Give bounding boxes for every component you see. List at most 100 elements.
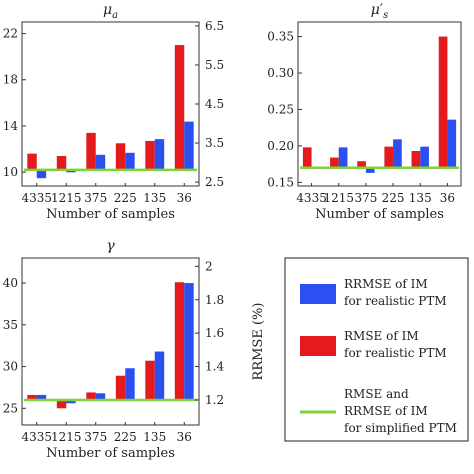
legend-label-2-2: for simplified PTM [344,421,457,435]
blue-bar-36 [184,121,194,170]
right-tick-label: 2.5 [205,175,224,189]
right-tick-label: 1.2 [205,393,224,407]
red-bar-225 [115,143,126,170]
chart-title: γ [106,238,115,254]
blue-bar-375 [95,154,106,170]
blue-bar-4335 [36,169,47,179]
x-tick-label-225: 225 [114,191,137,205]
red-bar-1215 [56,399,67,409]
red-bar-1215 [330,157,339,168]
left-tick-label: 10 [3,165,18,179]
x-axis-label: Number of samples [46,446,175,461]
blue-bar-4335 [36,394,47,400]
legend-label-2-0: RMSE and [344,387,409,401]
right-tick-label: 6.5 [205,19,224,33]
right-tick-label: 4.5 [205,97,224,111]
blue-bar-1215 [66,169,76,173]
x-tick-label-375: 375 [84,430,107,444]
left-tick-label: 22 [3,27,18,41]
red-bar-225 [384,146,394,168]
x-tick-label-4335: 4335 [21,191,52,205]
x-tick-label-1215: 1215 [323,191,354,205]
plot-frame [21,21,200,187]
x-axis-label: Number of samples [315,207,444,222]
red-bar-135 [411,151,421,168]
left-tick-label: 18 [3,73,18,87]
x-tick-label-375: 375 [354,191,377,205]
left-tick-label: 0.30 [267,66,294,80]
blue-bar-135 [154,139,165,170]
legend-label-0-0: RRMSE of IM [344,277,428,291]
x-tick-label-36: 36 [177,430,192,444]
right-tick-label: 1.6 [205,326,224,340]
legend-swatch-1 [300,336,336,356]
red-bar-375 [357,161,366,168]
blue-bar-135 [420,146,429,168]
left-tick-label: 14 [3,119,19,133]
left-tick-label: 0.20 [267,139,294,153]
red-bar-375 [86,392,96,400]
blue-bar-375 [365,167,375,173]
blue-bar-225 [393,139,402,168]
right-tick-label: 1.4 [205,360,224,374]
blue-bar-225 [125,368,135,400]
right-tick-label: 5.5 [205,58,224,72]
blue-bar-135 [154,351,165,400]
red-bar-4335 [27,394,37,400]
blue-bar-36 [184,283,194,400]
plot-frame [297,21,462,187]
x-tick-label-375: 375 [84,191,107,205]
x-tick-label-36: 36 [440,191,455,205]
plot-frame [21,257,200,426]
red-bar-135 [145,140,155,170]
left-tick-label: 0.35 [267,30,294,44]
legend-swatch-0 [300,284,336,304]
x-tick-label-135: 135 [143,191,166,205]
x-axis-label: Number of samples [46,207,175,222]
blue-bar-1215 [66,399,76,404]
left-tick-label: 0.15 [267,175,294,189]
red-bar-36 [174,282,185,400]
right-tick-label: 3.5 [205,136,224,150]
x-tick-label-135: 135 [409,191,432,205]
red-bar-225 [115,375,126,400]
legend-label-1-0: RMSE of IM [344,329,419,343]
red-bar-36 [438,36,448,168]
left-tick-label: 40 [3,276,18,290]
red-bar-4335 [302,147,312,168]
red-bar-36 [174,45,185,170]
red-bar-1215 [56,155,67,170]
chart-title: μa [103,2,118,21]
legend-label-1-1: for realistic PTM [344,346,447,360]
legend-label-0-1: for realistic PTM [344,294,447,308]
left-tick-label: 30 [3,360,18,374]
x-tick-label-225: 225 [382,191,405,205]
red-bar-4335 [27,153,37,170]
x-tick-label-135: 135 [143,430,166,444]
x-tick-label-1215: 1215 [51,191,82,205]
x-tick-label-225: 225 [114,430,137,444]
x-tick-label-36: 36 [177,191,192,205]
chart-title: μ′s [371,2,388,21]
left-tick-label: 35 [3,318,18,332]
left-tick-label: 0.25 [267,102,294,116]
legend: RRMSE of IM for realistic PTM RMSE of IM fo… [284,257,469,442]
blue-bar-225 [125,152,135,170]
red-bar-135 [145,360,155,400]
right-axis-label: RRMSE (%) [251,303,266,381]
right-tick-label: 2 [205,259,213,273]
blue-bar-375 [95,393,106,400]
x-tick-label-4335: 4335 [296,191,327,205]
red-bar-375 [86,132,96,170]
right-tick-label: 1.8 [205,293,224,307]
legend-label-2-1: RRMSE of IM [344,404,428,418]
left-tick-label: 25 [3,401,18,415]
blue-bar-36 [447,119,457,168]
blue-bar-1215 [338,147,348,168]
x-tick-label-4335: 4335 [21,430,52,444]
